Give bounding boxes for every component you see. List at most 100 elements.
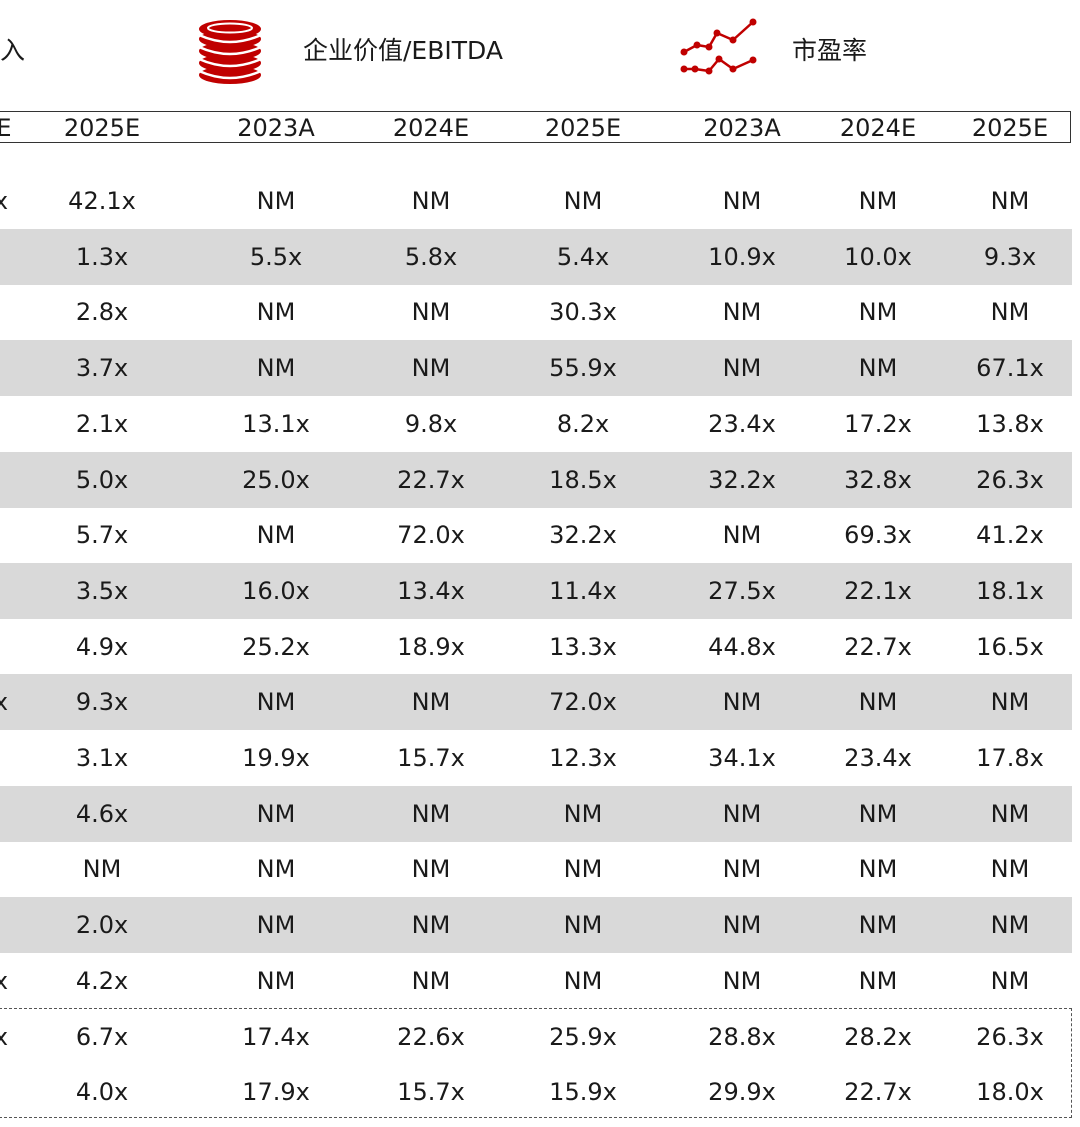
table-cell-pe-2025e: NM (990, 966, 1030, 995)
table-cell-ebitda-2025e: 32.2x (549, 521, 617, 550)
table-cell-ebitda-2025e: 12.3x (549, 744, 617, 772)
table-cell-revenue-2025e: 4.2x (75, 966, 129, 995)
table-cell-ebitda-2025e: 72.0x (549, 688, 617, 717)
summary-cell-pe-2025e: 18.0x (976, 1078, 1044, 1107)
table-cell-pe-2023a: 32.2x (708, 465, 776, 494)
table-cell-pe-2024e: NM (858, 688, 898, 717)
summary-cell-ebitda-2023a: 17.9x (242, 1078, 310, 1107)
table-cell-ebitda-2024e: NM (411, 354, 451, 383)
table-row-partial-cell: x (0, 187, 9, 215)
legend-pe-label: 市盈率 (792, 36, 868, 65)
table-cell-revenue-2025e: 42.1x (68, 187, 136, 215)
summary-cell-pe-2023a: 28.8x (708, 1022, 776, 1051)
table-cell-revenue-2025e: 2.0x (75, 911, 129, 940)
table-cell-ebitda-2024e: 18.9x (397, 632, 465, 661)
summary-row-partial-cell: x (0, 1022, 9, 1051)
table-cell-pe-2025e: 16.5x (976, 632, 1044, 661)
table-cell-ebitda-2024e: NM (411, 855, 451, 884)
table-cell-ebitda-2023a: NM (256, 688, 296, 717)
table-row-shading (0, 674, 1072, 731)
summary-cell-pe-2023a: 29.9x (708, 1078, 776, 1107)
summary-cell-ebitda-2023a: 17.4x (242, 1022, 310, 1051)
summary-cell-pe-2024e: 28.2x (844, 1022, 912, 1051)
table-cell-pe-2023a: NM (722, 688, 762, 717)
header-year-ebitda-2025e: 2025E (544, 114, 622, 142)
table-row-shading (0, 785, 1072, 842)
table-cell-revenue-2025e: 2.1x (75, 409, 129, 438)
table-cell-pe-2024e: NM (858, 966, 898, 995)
table-cell-ebitda-2024e: 15.7x (397, 744, 465, 772)
table-row-shading (0, 340, 1072, 397)
summary-cell-ebitda-2024e: 15.7x (397, 1078, 465, 1107)
table-cell-ebitda-2023a: 25.2x (242, 632, 310, 661)
table-cell-ebitda-2023a: 5.5x (249, 242, 303, 271)
table-cell-revenue-2025e: 2.8x (75, 298, 129, 327)
table-cell-pe-2023a: NM (722, 911, 762, 940)
summary-cell-ebitda-2025e: 25.9x (549, 1022, 617, 1051)
table-cell-pe-2024e: NM (858, 354, 898, 383)
table-cell-ebitda-2023a: 19.9x (242, 744, 310, 772)
table-header (0, 111, 1071, 143)
table-cell-revenue-2025e: 3.5x (75, 576, 129, 605)
table-cell-pe-2025e: NM (990, 688, 1030, 717)
summary-cell-pe-2024e: 22.7x (844, 1078, 912, 1107)
summary-cell-ebitda-2024e: 22.6x (397, 1022, 465, 1051)
header-year-pe-2023a: 2023A (703, 114, 781, 142)
table-cell-ebitda-2025e: NM (563, 966, 603, 995)
table-cell-ebitda-2025e: 13.3x (549, 632, 617, 661)
summary-cell-revenue-2025e: 6.7x (75, 1022, 129, 1051)
table-cell-pe-2024e: 69.3x (844, 521, 912, 550)
coins-icon (196, 18, 268, 92)
table-cell-ebitda-2025e: 55.9x (549, 354, 617, 383)
table-row-shading (0, 228, 1072, 285)
line-chart-icon (679, 17, 761, 85)
table-cell-ebitda-2025e: 5.4x (556, 242, 610, 271)
table-cell-pe-2025e: NM (990, 187, 1030, 215)
table-cell-pe-2025e: 67.1x (976, 354, 1044, 383)
header-year-ebitda-2023a: 2023A (237, 114, 315, 142)
table-cell-ebitda-2024e: 22.7x (397, 465, 465, 494)
table-row-partial-cell: x (0, 966, 9, 995)
table-cell-pe-2023a: 10.9x (708, 242, 776, 271)
header-year-partial: E (0, 114, 12, 142)
table-cell-revenue-2025e: NM (82, 855, 122, 884)
table-cell-revenue-2025e: 5.7x (75, 521, 129, 550)
table-cell-ebitda-2024e: NM (411, 298, 451, 327)
legend: 入 企业价值/EBITDA (0, 0, 1080, 110)
legend-ebitda-label: 企业价值/EBITDA (303, 36, 503, 65)
table-cell-pe-2023a: NM (722, 966, 762, 995)
table-cell-ebitda-2025e: 11.4x (549, 576, 617, 605)
table-cell-ebitda-2023a: NM (256, 354, 296, 383)
table-cell-pe-2023a: 44.8x (708, 632, 776, 661)
table-cell-pe-2023a: NM (722, 521, 762, 550)
table-cell-ebitda-2024e: NM (411, 799, 451, 828)
table-cell-ebitda-2024e: NM (411, 688, 451, 717)
table-cell-ebitda-2023a: NM (256, 855, 296, 884)
table-cell-revenue-2025e: 4.9x (75, 632, 129, 661)
table-cell-pe-2024e: 17.2x (844, 409, 912, 438)
table-cell-revenue-2025e: 4.6x (75, 799, 129, 828)
table-row-shading (0, 451, 1072, 508)
table-cell-ebitda-2024e: NM (411, 187, 451, 215)
table-cell-ebitda-2025e: 8.2x (556, 409, 610, 438)
table-cell-ebitda-2023a: 25.0x (242, 465, 310, 494)
table-cell-ebitda-2023a: NM (256, 187, 296, 215)
table-cell-revenue-2025e: 3.7x (75, 354, 129, 383)
table-cell-ebitda-2023a: NM (256, 911, 296, 940)
table-cell-pe-2023a: 27.5x (708, 576, 776, 605)
table-cell-revenue-2025e: 5.0x (75, 465, 129, 494)
table-cell-ebitda-2024e: 5.8x (404, 242, 458, 271)
table-cell-pe-2024e: NM (858, 855, 898, 884)
table-cell-pe-2024e: 32.8x (844, 465, 912, 494)
table-cell-pe-2024e: 23.4x (844, 744, 912, 772)
table-cell-pe-2025e: 26.3x (976, 465, 1044, 494)
table-cell-pe-2025e: 41.2x (976, 521, 1044, 550)
table-cell-pe-2024e: 10.0x (844, 242, 912, 271)
table-cell-pe-2025e: 13.8x (976, 409, 1044, 438)
table-cell-ebitda-2023a: 16.0x (242, 576, 310, 605)
table-cell-ebitda-2023a: 13.1x (242, 409, 310, 438)
table-cell-ebitda-2024e: 9.8x (404, 409, 458, 438)
table-cell-ebitda-2025e: NM (563, 799, 603, 828)
table-cell-pe-2025e: 18.1x (976, 576, 1044, 605)
table-cell-pe-2024e: NM (858, 298, 898, 327)
